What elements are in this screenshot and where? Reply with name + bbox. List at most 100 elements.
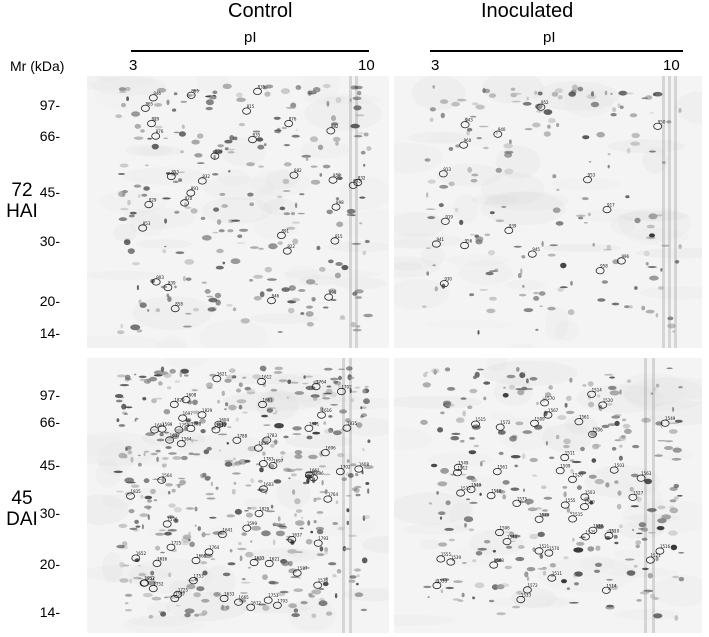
protein-spot (595, 524, 605, 530)
protein-spot (280, 88, 290, 95)
protein-spot (160, 611, 167, 617)
protein-spot (569, 511, 573, 514)
protein-spot (422, 382, 431, 388)
protein-spot (221, 390, 225, 396)
spot-circle (141, 104, 150, 112)
protein-spot (120, 396, 125, 399)
protein-spot (669, 505, 675, 510)
protein-spot (164, 531, 172, 536)
protein-spot (668, 530, 678, 536)
protein-spot (353, 105, 362, 111)
protein-spot (277, 195, 282, 199)
protein-spot (200, 561, 208, 565)
spot-label: 829 (149, 198, 157, 203)
spot-label: 1539 (451, 555, 462, 560)
protein-spot (362, 406, 367, 409)
protein-spot (649, 509, 654, 513)
protein-spot (509, 139, 512, 145)
protein-spot (230, 258, 241, 265)
protein-spot (131, 111, 141, 117)
protein-spot (258, 603, 267, 606)
spot-circle (328, 176, 338, 184)
protein-spot (134, 123, 141, 129)
spot-label: 876 (156, 129, 164, 134)
protein-spot (626, 379, 632, 383)
protein-spot (250, 540, 253, 543)
protein-spot (555, 434, 560, 440)
protein-spot (477, 547, 487, 551)
protein-spot (678, 244, 682, 249)
protein-spot (634, 217, 641, 224)
spot-label: 1521 (539, 544, 550, 549)
protein-spot (222, 83, 232, 89)
spot-label: 1788 (191, 421, 202, 426)
spot-circle (178, 414, 187, 422)
protein-spot (138, 375, 147, 378)
protein-spot (174, 210, 180, 214)
protein-spot (367, 439, 371, 443)
protein-spot (247, 566, 252, 569)
protein-spot (303, 375, 313, 378)
spot-circle (150, 426, 159, 434)
spot-circle (191, 556, 201, 565)
protein-spot (308, 454, 318, 460)
protein-spot (587, 212, 591, 216)
protein-spot (464, 523, 467, 528)
protein-spot (510, 487, 520, 491)
protein-spot (259, 291, 265, 298)
protein-spot (212, 231, 219, 234)
spot-label: 846 (153, 91, 161, 96)
protein-spot (448, 181, 455, 187)
spot-circle (331, 203, 341, 211)
protein-spot (156, 456, 159, 462)
protein-spot (429, 107, 436, 112)
protein-spot (168, 452, 177, 455)
protein-spot (666, 120, 672, 124)
protein-spot (163, 431, 170, 434)
protein-spot (574, 571, 583, 577)
protein-spot (259, 467, 264, 473)
protein-spot (360, 608, 368, 612)
protein-spot (181, 124, 185, 129)
protein-spot (294, 513, 297, 517)
protein-spot (336, 173, 342, 177)
spot-label: 1599 (162, 422, 173, 427)
protein-spot (349, 575, 357, 579)
protein-spot (504, 565, 513, 570)
spot-label: 1506 (500, 526, 511, 531)
spot-label: 832 (358, 176, 366, 181)
protein-spot (630, 473, 639, 478)
protein-spot (261, 530, 271, 537)
protein-spot (173, 92, 178, 96)
protein-spot (367, 488, 370, 494)
protein-spot (161, 457, 169, 460)
protein-spot (440, 112, 445, 119)
protein-spot (430, 463, 438, 468)
spot-circle (197, 177, 207, 185)
spot-label: 903 (353, 178, 361, 183)
protein-spot (115, 114, 122, 119)
protein-spot (636, 599, 642, 602)
spot-label: 815 (247, 104, 255, 109)
spot-circle (144, 201, 154, 209)
spot-circle (495, 423, 505, 431)
protein-spot (432, 85, 436, 89)
protein-spot (439, 99, 449, 104)
protein-spot (184, 613, 191, 618)
spot-label: 1616 (322, 408, 333, 413)
protein-spot (345, 366, 353, 371)
spot-circle (530, 419, 539, 427)
protein-spot (246, 391, 256, 394)
spot-circle (583, 176, 592, 184)
protein-spot (306, 322, 314, 327)
protein-spot (189, 541, 195, 548)
protein-spot (481, 460, 486, 463)
protein-spot (167, 296, 172, 302)
protein-spot (628, 305, 633, 309)
spot-circle (609, 466, 619, 474)
protein-spot (334, 593, 338, 599)
protein-spot (526, 378, 529, 384)
protein-spot (354, 592, 364, 597)
protein-spot (335, 141, 339, 146)
protein-spot (301, 154, 312, 158)
